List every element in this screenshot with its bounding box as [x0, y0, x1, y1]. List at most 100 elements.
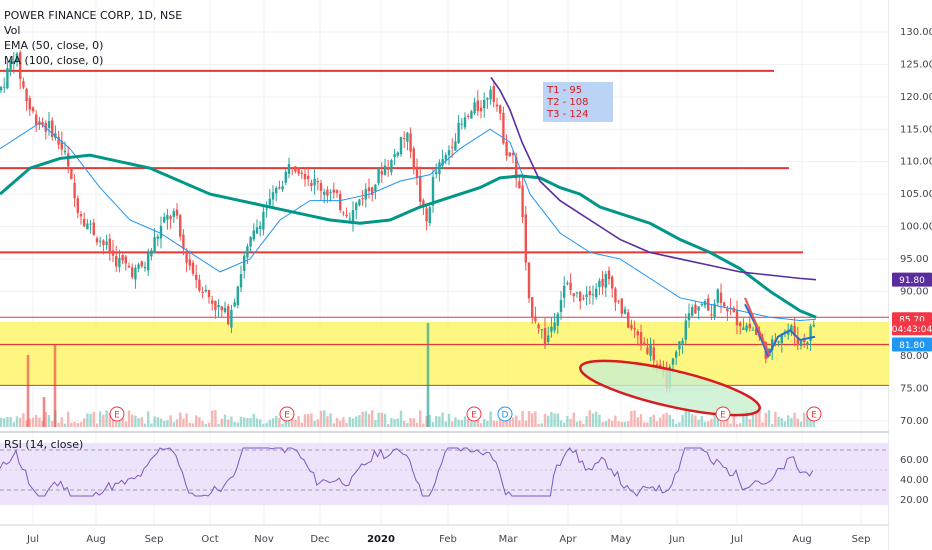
event-marker-label: E: [114, 411, 120, 421]
candle-body: [121, 254, 124, 261]
x-tick-label: 2020: [367, 534, 395, 545]
volume-bar: [351, 418, 355, 427]
candle-body: [393, 154, 396, 158]
volume-bar: [403, 420, 406, 427]
volume-bar: [681, 414, 684, 427]
volume-bar: [195, 415, 198, 427]
candle-body: [780, 335, 783, 344]
volume-bar: [806, 411, 809, 427]
volume-bar: [230, 416, 233, 427]
candle-body: [521, 185, 524, 218]
candle-body: [140, 261, 143, 267]
event-marker-label: E: [720, 411, 726, 421]
event-marker: [806, 406, 822, 422]
volume-bar: [67, 411, 70, 427]
candle-body: [748, 323, 751, 329]
volume-bar: [300, 422, 303, 427]
volume-bar: [339, 420, 342, 427]
candle-body: [374, 184, 377, 192]
trend-drawing: [744, 297, 771, 357]
legend-title: POWER FINANCE CORP, 1D, NSE: [4, 9, 183, 22]
candle-body: [604, 273, 607, 288]
candle-body: [243, 255, 246, 271]
volume-bar: [182, 418, 185, 427]
candle-body: [412, 148, 415, 169]
price-badge-label: 04:43:04: [892, 325, 932, 335]
event-marker: [466, 406, 482, 422]
candle-body: [332, 189, 335, 193]
candle-body: [201, 292, 204, 294]
candle-body: [105, 241, 108, 246]
candle-body: [262, 211, 265, 230]
candle-body: [252, 230, 255, 240]
volume-bar: [595, 411, 598, 427]
indicator-lines: [0, 76, 817, 359]
candle-body: [476, 100, 479, 111]
candle-body: [771, 339, 774, 351]
volume-bar: [207, 422, 211, 427]
volume-bar: [764, 412, 767, 427]
candle-body: [159, 225, 163, 239]
event-marker: [497, 406, 513, 422]
volume-bar: [527, 411, 531, 427]
price-badge: [892, 272, 932, 287]
candle-body: [687, 313, 691, 321]
candle-body: [543, 327, 547, 346]
volume-bar: [127, 410, 131, 427]
candle-body: [454, 141, 457, 151]
volume-bar: [780, 418, 783, 427]
volume-bar: [291, 411, 294, 427]
rsi-band: [0, 443, 889, 505]
y-tick-label: 130.00: [900, 27, 932, 38]
volume-bar: [697, 419, 700, 427]
volume-bar: [774, 411, 777, 427]
candle-body: [150, 250, 153, 257]
volume-bar: [531, 413, 534, 427]
candle-body: [233, 302, 236, 307]
candle-body: [249, 237, 252, 247]
volume-bar: [607, 418, 611, 427]
volume-bar: [620, 421, 623, 427]
y-tick-label: 100.00: [900, 222, 932, 233]
candle-body: [278, 187, 281, 189]
candle-body: [86, 223, 89, 230]
candle-body: [310, 183, 313, 187]
candle-body: [12, 61, 15, 64]
candle-body: [566, 282, 569, 284]
y-tick-label: 80.00: [900, 351, 929, 362]
volume-bar: [364, 411, 367, 427]
volume-bar: [198, 417, 201, 427]
x-tick-label: Nov: [254, 534, 274, 545]
volume-bar: [787, 415, 790, 427]
event-marker-label: E: [811, 411, 817, 421]
candle-body: [51, 120, 54, 138]
candle-body: [489, 89, 492, 100]
volume-bar: [454, 417, 457, 427]
volume-bar: [579, 420, 582, 427]
candle-body: [499, 105, 502, 114]
candle-body: [259, 225, 262, 229]
candle-body: [595, 288, 598, 298]
time-axis[interactable]: Jul Aug Sep Oct Nov Dec 2020 Feb Mar Apr May Jun Jul…: [0, 524, 889, 545]
volume-bar: [255, 418, 259, 427]
chart-legend: POWER FINANCE CORP, 1D, NSE Vol EMA (50,…: [4, 8, 182, 68]
volume-bar: [758, 410, 761, 427]
volume-bar: [204, 423, 207, 427]
volume-bar: [22, 413, 25, 427]
candle-body: [99, 240, 102, 242]
rsi-tick-label: 60.00: [900, 455, 929, 466]
volume-bar: [95, 423, 99, 427]
candle-body: [700, 304, 703, 306]
volume-bar: [463, 416, 467, 427]
volume-bar: [569, 418, 572, 427]
volume-bar: [406, 423, 409, 427]
candle-body: [307, 175, 310, 180]
volume-bar: [201, 420, 204, 427]
volume-bar: [0, 417, 3, 427]
candle-body: [441, 159, 444, 166]
candle-body: [639, 331, 643, 345]
volume-bar: [19, 417, 22, 427]
candle-body: [319, 183, 323, 191]
